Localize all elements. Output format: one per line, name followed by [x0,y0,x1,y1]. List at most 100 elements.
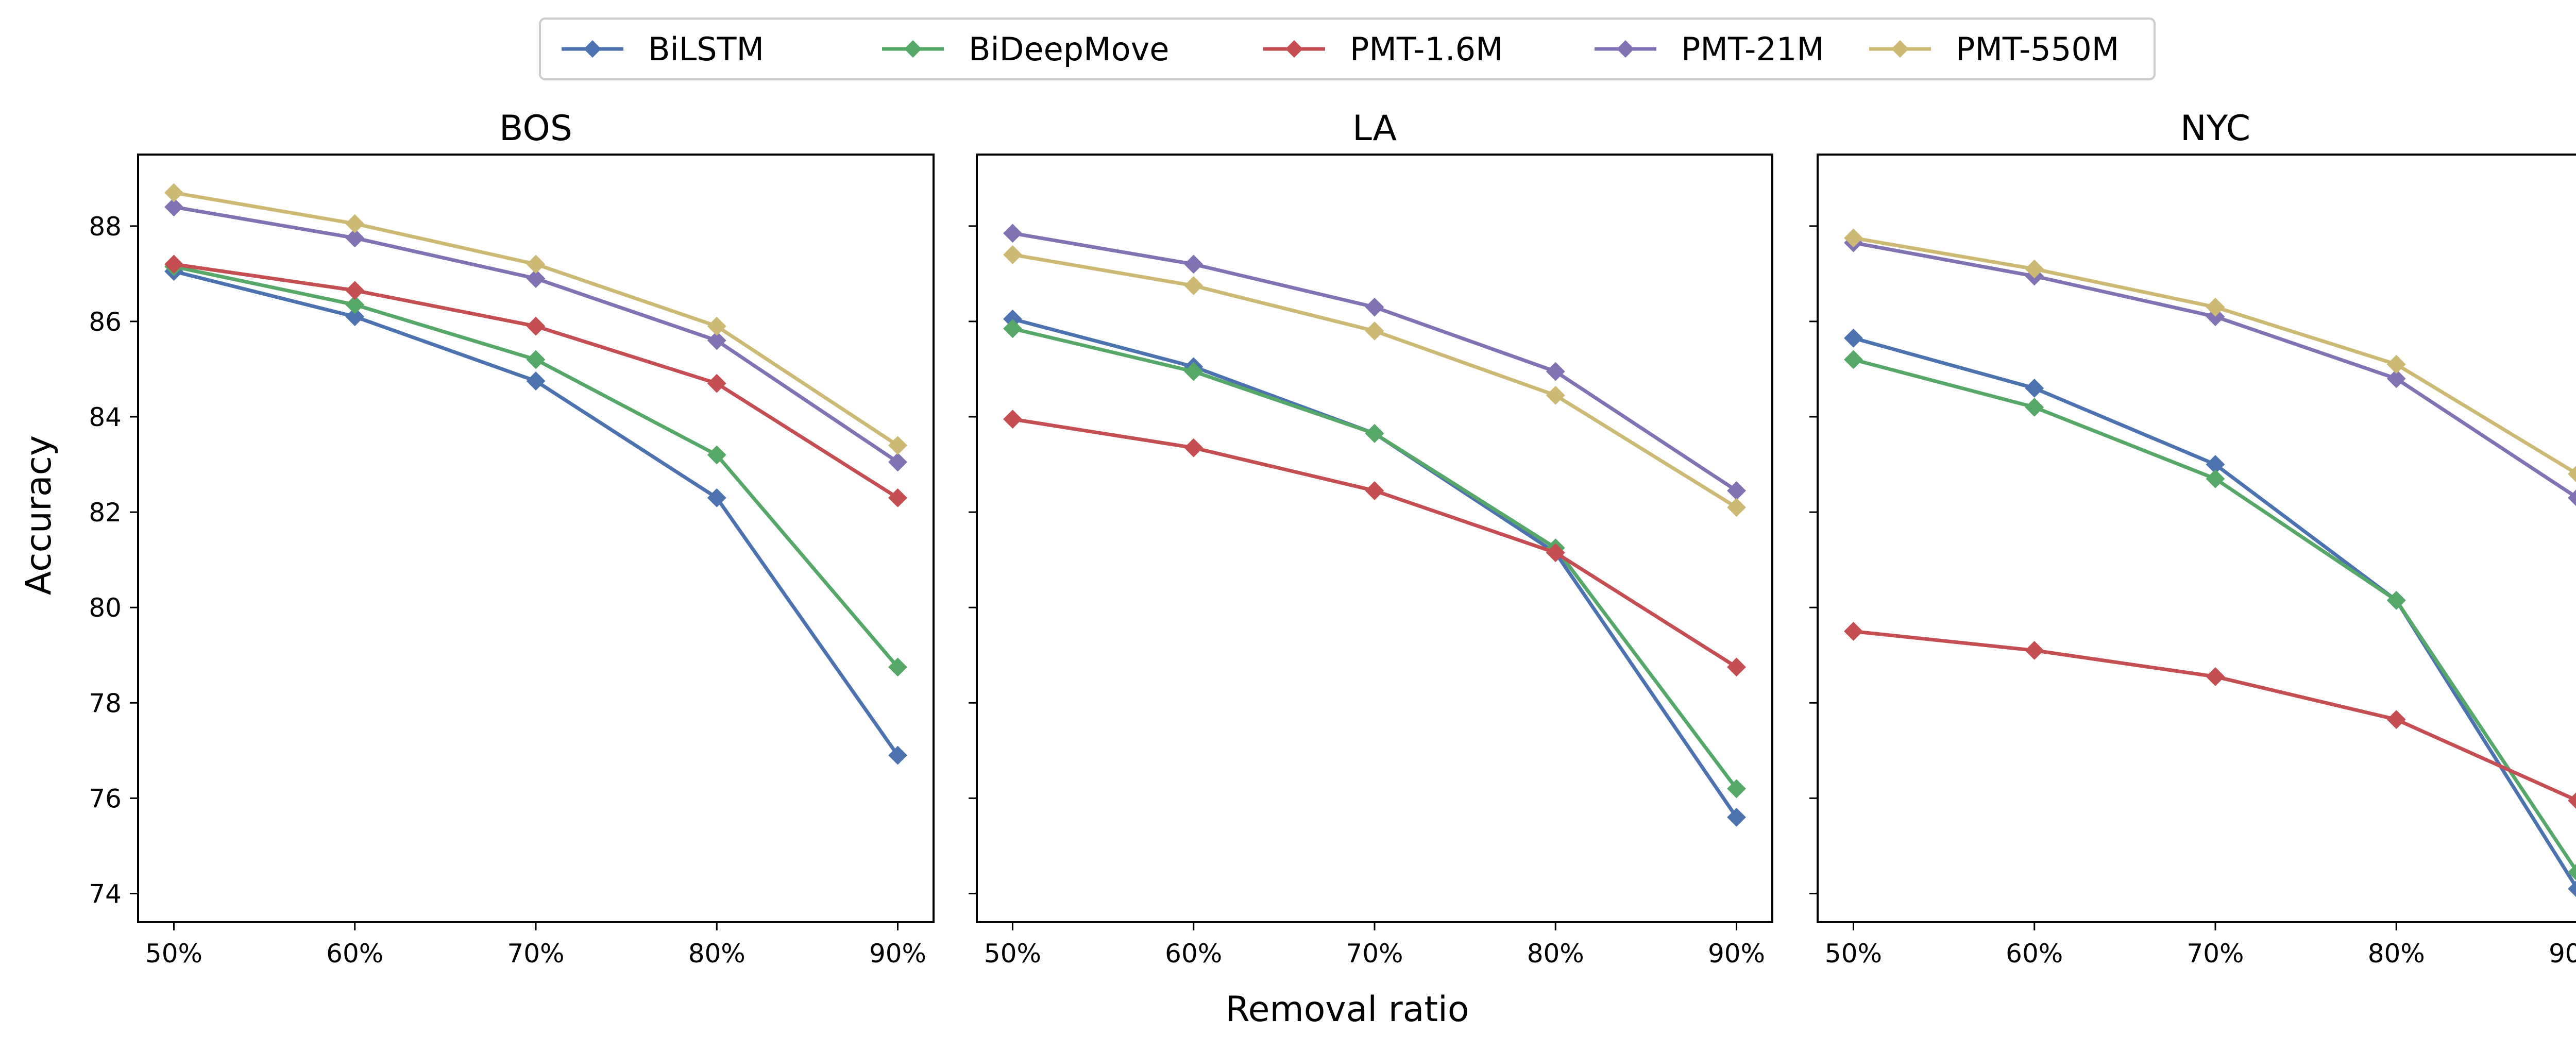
data-point-nyc-pmt-550m [2025,259,2044,279]
data-point-bos-pmt-21m [707,331,726,350]
data-point-bos-bideepmove [526,350,546,369]
data-point-la-pmt-1-6m [1365,481,1384,500]
data-point-la-bilstm [1727,807,1746,827]
y-tick-label: 74 [89,879,122,909]
y-tick-label: 78 [89,688,122,718]
data-point-nyc-pmt-550m [2386,354,2406,374]
y-tick-label: 84 [89,402,122,432]
data-point-nyc-pmt-1-6m [2206,667,2225,686]
data-point-la-pmt-21m [1365,297,1384,317]
panel-la: LA 50% 60% 70% 80% 90% [969,108,1773,969]
data-point-nyc-bideepmove [2568,863,2576,880]
data-point-bos-bilstm [707,488,726,507]
x-tick-label: 80% [1527,939,1584,969]
data-point-bos-pmt-550m [888,436,907,455]
data-point-nyc-pmt-550m [2568,466,2576,482]
panel-title-bos: BOS [499,108,572,149]
data-point-la-pmt-21m [1184,254,1204,274]
y-tick-label: 80 [89,593,122,623]
legend-label-bilstm: BiLSTM [648,30,764,68]
data-point-nyc-pmt-1-6m [1844,622,1863,641]
x-tick-label: 70% [2187,939,2244,969]
data-point-bos-pmt-21m [888,452,907,472]
legend-box [539,18,2156,80]
x-tick-label: 50% [1825,939,1882,969]
x-tick-label: 50% [984,939,1041,969]
data-point-la-pmt-1-6m [1546,543,1565,563]
data-point-bos-bilstm [888,745,907,765]
data-point-bos-pmt-21m [526,269,546,289]
data-point-bos-pmt-550m [164,183,183,202]
data-point-nyc-pmt-550m [2206,297,2225,317]
x-tick-label: 60% [2006,939,2063,969]
data-point-bos-pmt-550m [526,254,546,274]
x-tick-label: 80% [2368,939,2425,969]
data-point-nyc-bideepmove [2025,398,2044,417]
legend-entry-bilstm: BiLSTM [562,30,764,68]
legend-label-bideepmove: BiDeepMove [969,30,1169,68]
legend: BiLSTM BiDeepMove PMT-1.6M PMT-21M PMT-550M [539,18,2156,80]
data-point-la-bideepmove [1727,779,1746,799]
x-tick-label: 90% [1708,939,1765,969]
x-tick-label: 90% [869,939,926,969]
legend-entry-pmt-1-6m: PMT-1.6M [1263,30,1503,68]
data-point-bos-pmt-550m [707,316,726,336]
legend-entry-bideepmove: BiDeepMove [882,30,1169,68]
legend-label-pmt-1-6m: PMT-1.6M [1350,30,1503,68]
data-point-la-pmt-550m [1546,385,1565,405]
data-point-nyc-bideepmove [1844,350,1863,369]
series-line-nyc-bilstm [1853,336,2576,890]
y-tick-label: 86 [89,307,122,337]
data-point-la-pmt-21m [1546,362,1565,381]
data-point-la-pmt-550m [1365,321,1384,341]
plot-frame-nyc [1817,154,2576,923]
y-axis-label: Accuracy [19,435,59,595]
data-point-nyc-pmt-1-6m [2386,710,2406,729]
legend-marker-pmt-1-6m [1285,40,1303,58]
series-line-nyc-pmt-550m [1853,236,2576,476]
x-tick-label: 90% [2549,939,2576,969]
data-point-nyc-bilstm [2025,379,2044,398]
panel-nyc: NYC 50% 60% 70% 80% 90% [1809,108,2576,969]
legend-marker-pmt-550m [1891,40,1909,58]
data-point-bos-pmt-21m [345,228,365,248]
data-point-bos-bilstm [526,371,546,391]
series-line-la-pmt-1-6m [1012,417,1738,669]
data-point-bos-bideepmove [888,657,907,677]
data-point-la-pmt-550m [1727,498,1746,517]
data-point-la-pmt-550m [1003,245,1022,264]
legend-marker-bideepmove [904,40,922,58]
data-point-bos-pmt-21m [164,197,183,217]
data-point-bos-pmt-1-6m [707,374,726,393]
legend-label-pmt-21m: PMT-21M [1681,30,1824,68]
data-point-nyc-pmt-1-6m [2568,792,2576,809]
legend-entry-pmt-21m: PMT-21M [1595,30,1824,68]
x-tick-label: 60% [326,939,383,969]
data-point-la-pmt-1-6m [1184,438,1204,457]
data-point-bos-bideepmove [707,445,726,465]
data-point-bos-pmt-1-6m [164,254,183,274]
panels: BOS 50% 60% 70% 80% 90% 74 76 78 80 82 84 86 88 LA 50% 6… [89,108,2576,969]
data-point-la-pmt-21m [1003,224,1022,243]
data-point-nyc-bilstm [2568,880,2576,897]
panel-title-nyc: NYC [2180,108,2250,149]
data-point-bos-pmt-1-6m [888,488,907,507]
x-tick-label: 60% [1165,939,1222,969]
legend-label-pmt-550m: PMT-550M [1956,30,2119,68]
data-point-nyc-bilstm [1844,328,1863,348]
data-point-la-bideepmove [1184,362,1204,381]
plot-frame-bos [137,154,935,923]
series-line-la-pmt-550m [1012,252,1738,509]
data-point-bos-pmt-550m [345,214,365,233]
data-point-nyc-pmt-1-6m [2025,641,2044,660]
y-tick-label: 76 [89,784,122,813]
legend-entry-pmt-550m: PMT-550M [1869,30,2119,68]
data-point-bos-pmt-1-6m [345,281,365,300]
y-tick-label: 88 [89,212,122,242]
data-point-bos-bilstm [345,307,365,327]
data-point-la-pmt-1-6m [1003,410,1022,429]
panel-bos: BOS 50% 60% 70% 80% 90% 74 76 78 80 82 84 86 88 [89,108,935,969]
series-line-nyc-bideepmove [1853,358,2576,873]
plot-frame-la [976,154,1773,923]
